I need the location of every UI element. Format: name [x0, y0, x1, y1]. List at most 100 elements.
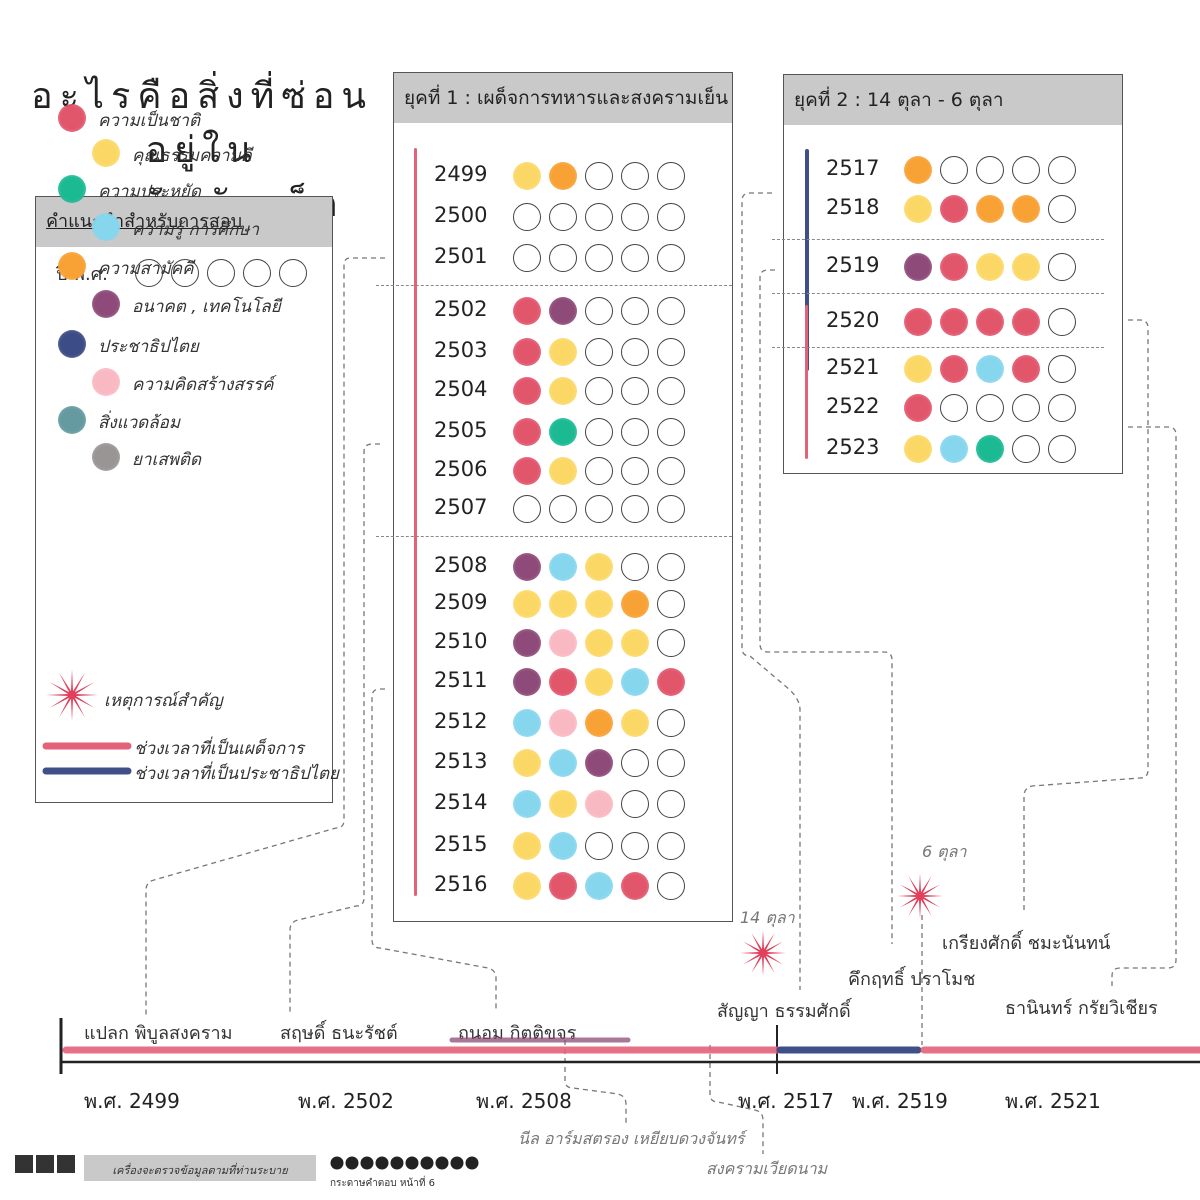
era1-2514-dot-2 — [549, 790, 577, 818]
era1-panel: ยุคที่ 1 : เผด็จการทหารและสงครามเย็น 249… — [376, 72, 733, 922]
era2-2518-dot-1 — [904, 195, 932, 223]
footer-dot — [375, 1156, 389, 1170]
era1-2516-dot-3 — [585, 872, 613, 900]
era1-year-2506: 2506 — [434, 457, 488, 481]
era2-year-2520: 2520 — [826, 308, 880, 332]
burst-shape — [897, 873, 943, 919]
legend-label-drugs: ยาเสพติด — [132, 450, 201, 470]
era2-democracy-line — [805, 149, 809, 371]
era2-2519-dot-1 — [904, 253, 932, 281]
era1-year-2504: 2504 — [434, 377, 488, 401]
era1-title: ยุคที่ 1 : เผด็จการทหารและสงครามเย็น — [394, 73, 732, 123]
era1-2510-dot-4 — [621, 629, 649, 657]
era1-2500-dot-1 — [513, 203, 541, 231]
legend-year-circle-5 — [279, 259, 307, 287]
era2-2520-dot-2 — [940, 308, 968, 336]
leader-kukrit: คึกฤทธิ์ ปราโมช — [848, 969, 976, 990]
era1-2504-dot-4 — [621, 377, 649, 405]
era1-2513-dot-3 — [585, 749, 613, 777]
era1-2508-dot-2 — [549, 553, 577, 581]
era1-2515-dot-1 — [513, 832, 541, 860]
era2-year-2517: 2517 — [826, 156, 880, 180]
legend-dictator-label: ช่วงเวลาที่เป็นเผด็จการ — [134, 739, 304, 759]
event-burst-6-oct — [897, 873, 943, 919]
era1-2512-dot-4 — [621, 709, 649, 737]
era1-2512-dot-1 — [513, 709, 541, 737]
era1-year-2510: 2510 — [434, 629, 488, 653]
leader-sarit: สฤษดิ์ ธนะรัชต์ — [280, 1023, 398, 1044]
legend-democracy-label: ช่วงเวลาที่เป็นประชาธิปไตย — [134, 764, 339, 784]
era1-2504-dot-5 — [657, 377, 685, 405]
era1-2508-dot-4 — [621, 553, 649, 581]
era2-2522-dot-1 — [904, 394, 932, 422]
note-vietnam-war: สงครามเวียดนาม — [706, 1159, 828, 1178]
era1-2502-dot-4 — [621, 297, 649, 325]
era1-year-2502: 2502 — [434, 297, 488, 321]
era1-2500-dot-4 — [621, 203, 649, 231]
era2-2521-dot-4 — [1012, 355, 1040, 383]
legend-label-environment: สิ่งแวดล้อม — [98, 413, 181, 433]
legend-dot-drugs — [92, 443, 120, 471]
era1-2512-dot-2 — [549, 709, 577, 737]
era1-2506-dot-5 — [657, 457, 685, 485]
footer-dot — [420, 1156, 434, 1170]
footer-dot — [450, 1156, 464, 1170]
legend-label-creativity: ความคิดสร้างสรรค์ — [132, 375, 274, 395]
era1-2502-dot-5 — [657, 297, 685, 325]
era1-2514-dot-5 — [657, 790, 685, 818]
legend-panel: คำแนะนำสำหรับการสอบ ปี พ.ศ.ความเป็นชาติค… — [35, 104, 339, 803]
era1-2505-dot-1 — [513, 418, 541, 446]
era1-2502-dot-3 — [585, 297, 613, 325]
era1-2501-dot-2 — [549, 244, 577, 272]
era1-2504-dot-2 — [549, 377, 577, 405]
era1-year-2512: 2512 — [434, 709, 488, 733]
tl-year-2519: พ.ศ. 2519 — [852, 1089, 948, 1113]
era1-2509-dot-3 — [585, 590, 613, 618]
era2-2522-dot-4 — [1012, 394, 1040, 422]
era1-2500-dot-2 — [549, 203, 577, 231]
era2-2519-dot-4 — [1012, 253, 1040, 281]
era1-2512-dot-3 — [585, 709, 613, 737]
era2-2520-dot-4 — [1012, 308, 1040, 336]
era1-divider-2 — [376, 536, 732, 537]
era2-2519-dot-3 — [976, 253, 1004, 281]
tl-year-2499: พ.ศ. 2499 — [84, 1089, 180, 1113]
era1-2509-dot-4 — [621, 590, 649, 618]
connector-moon — [564, 1040, 627, 1124]
era2-2517-dot-1 — [904, 156, 932, 184]
era1-2511-dot-1 — [513, 668, 541, 696]
era1-2503-dot-3 — [585, 338, 613, 366]
legend-label-unity: ความสามัคคี — [98, 259, 194, 279]
era1-year-2508: 2508 — [434, 553, 488, 577]
era2-2520-dot-3 — [976, 308, 1004, 336]
era1-2504-dot-3 — [585, 377, 613, 405]
era2-2523-dot-4 — [1012, 435, 1040, 463]
footer-page-label: กระดาษคำตอบ หน้าที่ 6 — [330, 1178, 436, 1189]
era2-2521-dot-3 — [976, 355, 1004, 383]
era2-2522-dot-3 — [976, 394, 1004, 422]
era1-2509-dot-2 — [549, 590, 577, 618]
era1-2513-dot-4 — [621, 749, 649, 777]
era1-divider-1 — [376, 285, 732, 286]
era1-2499-dot-4 — [621, 162, 649, 190]
era1-2506-dot-4 — [621, 457, 649, 485]
era1-2515-dot-4 — [621, 832, 649, 860]
footer-dot — [345, 1156, 359, 1170]
era1-2509-dot-5 — [657, 590, 685, 618]
tl-year-2517: พ.ศ. 2517 — [738, 1089, 834, 1113]
era1-2514-dot-4 — [621, 790, 649, 818]
era1-2507-dot-2 — [549, 495, 577, 523]
era1-year-2505: 2505 — [434, 418, 488, 442]
footer-dot — [465, 1156, 479, 1170]
legend-dot-democracy — [58, 330, 86, 358]
era1-2513-dot-2 — [549, 749, 577, 777]
era2-2519-dot-5 — [1048, 253, 1076, 281]
era2-2521-dot-5 — [1048, 355, 1076, 383]
era1-2508-dot-3 — [585, 553, 613, 581]
era2-2517-dot-2 — [940, 156, 968, 184]
era2-2517-dot-4 — [1012, 156, 1040, 184]
era1-2511-dot-3 — [585, 668, 613, 696]
era1-year-2503: 2503 — [434, 338, 488, 362]
era1-2516-dot-1 — [513, 872, 541, 900]
era1-2508-dot-1 — [513, 553, 541, 581]
